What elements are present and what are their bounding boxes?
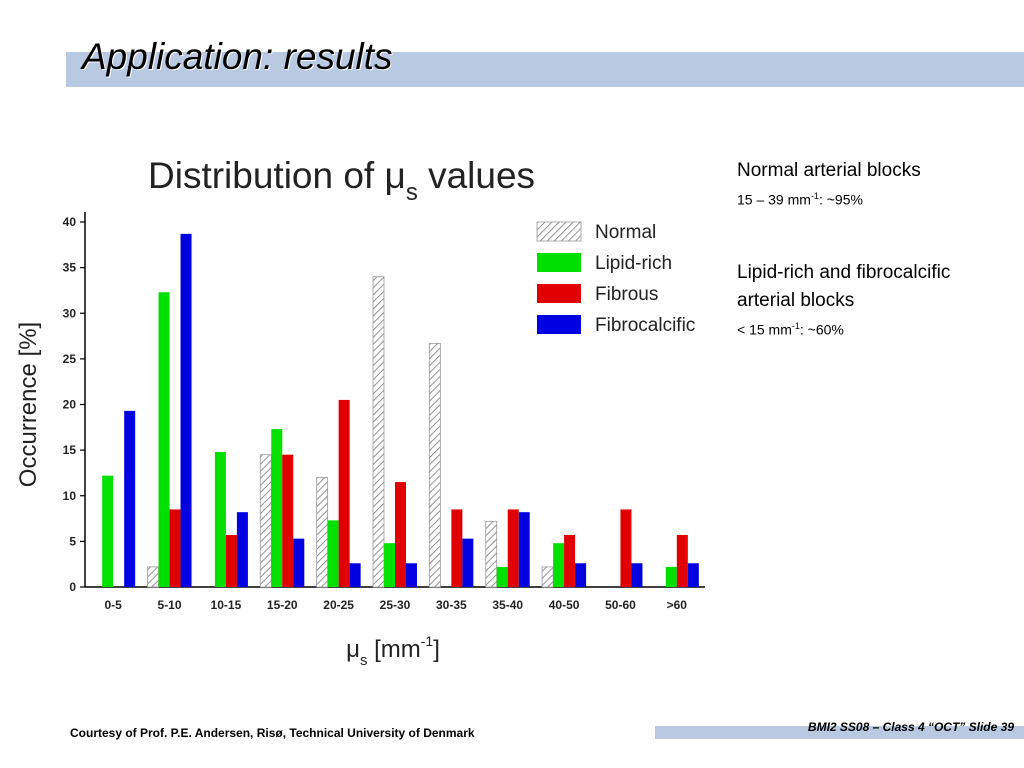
legend-label: Fibrous xyxy=(595,284,658,305)
bar-fibrous xyxy=(451,509,463,587)
y-tick-label: 25 xyxy=(63,352,77,366)
y-tick-label: 5 xyxy=(69,534,76,548)
x-tick-label: 30-35 xyxy=(436,598,467,612)
y-tick-label: 0 xyxy=(69,580,76,594)
bar-fibrocalcific xyxy=(349,563,361,587)
bar-normal xyxy=(428,342,441,588)
normal-share: : ~95% xyxy=(818,191,863,208)
x-tick-label: 35-40 xyxy=(492,598,523,612)
y-tick-label: 35 xyxy=(63,261,77,275)
lipid-value: < 15 mm-1: ~60% xyxy=(737,321,950,338)
bar-fibrocalcific xyxy=(575,563,587,587)
legend-swatch-fibrous xyxy=(537,284,581,303)
bar-normal xyxy=(485,520,498,588)
x-tick-label: 25-30 xyxy=(380,598,411,612)
bar-fibrous xyxy=(564,534,576,587)
normal-exponent: -1 xyxy=(810,191,819,201)
bar-lipid-rich xyxy=(158,292,170,587)
bar-lipid-rich xyxy=(665,566,677,587)
footer-slide-label: BMI2 SS08 – Class 4 “OCT” Slide 39 xyxy=(807,720,1014,734)
bar-fibrocalcific xyxy=(631,563,643,587)
legend-swatch-fibrocalcific xyxy=(537,315,581,334)
bar-lipid-rich xyxy=(327,520,339,587)
x-tick-label: 15-20 xyxy=(267,598,298,612)
title-bar xyxy=(66,52,1024,87)
bar-lipid-rich xyxy=(214,451,226,587)
bar-lipid-rich xyxy=(384,543,395,587)
bar-normal xyxy=(316,477,329,588)
legend-label: Lipid-rich xyxy=(595,253,672,274)
bar-lipid-rich xyxy=(496,566,508,587)
lipid-share: : ~60% xyxy=(799,321,844,338)
bar-fibrous xyxy=(620,509,632,587)
x-tick-label: 20-25 xyxy=(323,598,354,612)
bar-fibrocalcific xyxy=(518,512,530,587)
x-tick-label: 10-15 xyxy=(211,598,242,612)
lipid-exponent: -1 xyxy=(791,321,800,331)
lipid-note: Lipid-rich and fibrocalcific arterial bl… xyxy=(737,259,950,338)
bar-fibrocalcific xyxy=(462,538,474,587)
lipid-heading-line1: Lipid-rich and fibrocalcific xyxy=(737,262,951,283)
legend-swatch-lipid-rich xyxy=(537,253,581,272)
bar-lipid-rich xyxy=(102,475,114,587)
bar-normal xyxy=(372,276,385,588)
normal-note: Normal arterial blocks 15 – 39 mm-1: ~95… xyxy=(737,157,921,208)
legend-swatch-normal xyxy=(536,221,582,242)
y-tick-label: 15 xyxy=(63,443,77,457)
bar-fibrous xyxy=(507,509,519,587)
normal-heading: Normal arterial blocks xyxy=(737,160,921,181)
footer-credit: Courtesy of Prof. P.E. Andersen, Risø, T… xyxy=(70,726,475,740)
x-axis-label: μs [mm-1] xyxy=(346,633,440,669)
legend-label: Fibrocalcific xyxy=(595,315,695,336)
y-tick-label: 40 xyxy=(63,215,77,229)
bar-fibrocalcific xyxy=(687,563,699,587)
y-tick-label: 30 xyxy=(63,306,77,320)
x-tick-label: 40-50 xyxy=(549,598,580,612)
legend-label: Normal xyxy=(595,222,656,243)
bar-fibrocalcific xyxy=(180,233,192,588)
bar-fibrous xyxy=(395,482,406,587)
normal-range: 15 – 39 mm xyxy=(737,191,811,208)
y-tick-label: 10 xyxy=(63,489,77,503)
footer-bar xyxy=(655,726,1024,739)
x-tick-label: 5-10 xyxy=(158,598,182,612)
bar-fibrous xyxy=(676,534,688,587)
x-tick-label: >60 xyxy=(667,598,688,612)
bar-normal xyxy=(259,454,272,588)
bar-fibrocalcific xyxy=(124,410,136,587)
x-tick-label: 50-60 xyxy=(605,598,636,612)
x-tick-label: 0-5 xyxy=(105,598,123,612)
y-tick-label: 20 xyxy=(63,398,77,412)
bar-lipid-rich xyxy=(271,429,283,587)
bar-fibrous xyxy=(169,509,181,587)
slide-title: Application: results xyxy=(82,36,393,77)
bar-fibrous xyxy=(282,454,294,587)
bar-fibrous xyxy=(338,399,350,587)
bar-normal xyxy=(541,566,554,588)
chart-title: Distribution of μs values xyxy=(148,155,535,206)
y-axis-label: Occurrence [%] xyxy=(15,322,42,487)
lipid-range: < 15 mm xyxy=(737,321,792,338)
bar-fibrocalcific xyxy=(236,512,248,587)
normal-value: 15 – 39 mm-1: ~95% xyxy=(737,191,921,208)
lipid-heading-line2: arterial blocks xyxy=(737,290,855,311)
histogram-chart: Distribution of μs values 0 5 10 15 20 25 30 35 4… xyxy=(15,155,705,669)
bar-lipid-rich xyxy=(553,543,565,587)
bar-normal xyxy=(147,566,159,588)
bar-fibrous xyxy=(225,534,237,587)
bar-fibrocalcific xyxy=(293,538,305,587)
bar-fibrocalcific xyxy=(406,563,417,587)
